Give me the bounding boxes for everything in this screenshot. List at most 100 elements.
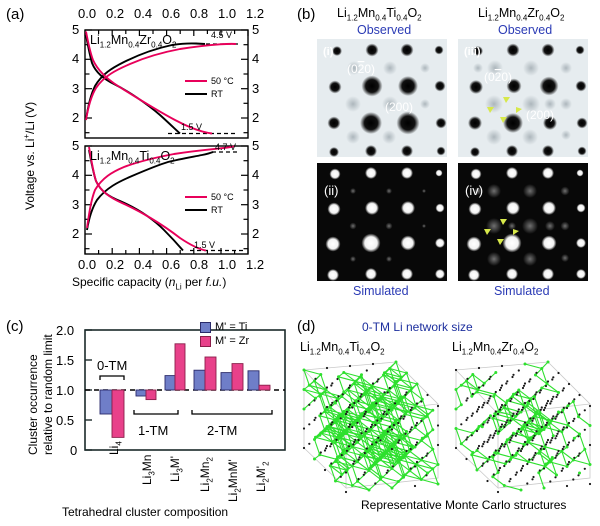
panel-b-spot-label-020: (020) <box>347 62 375 76</box>
panel-a-top-upper-cutoff: 4.5 V <box>211 30 233 40</box>
panel-b-col0-simulated-caption: Simulated <box>353 284 409 298</box>
panel-b-col1-title: Li1.2Mn0.4Zr0.4O2 <box>478 6 565 23</box>
panel-a-ytick-right: 5 <box>252 138 260 153</box>
panel-a-top-lower-cutoff: 1.5 V <box>181 122 203 132</box>
panel-a-xtick: 0.2 <box>106 6 125 21</box>
panel-c-legend: M' = Ti M' = Zr <box>200 321 249 347</box>
panel-a-xlabel-sub: Li <box>175 282 182 292</box>
panel-d-letter: (d) <box>297 318 316 335</box>
panel-c-cat-li3mp: Li3M' <box>168 455 185 482</box>
panel-d-structure-zr <box>454 360 592 494</box>
panel-a-xlabel-n: n <box>168 275 176 289</box>
panel-a-xtick: 1.0 <box>218 6 237 21</box>
legend-label-zr: M' = Zr <box>215 335 250 347</box>
panel-a-ytick-right: 4 <box>252 167 260 182</box>
panel-a-xtick: 0.4 <box>134 257 153 272</box>
bar-ti-li3mn <box>135 389 147 397</box>
panel-a-letter: (a) <box>6 6 25 23</box>
panel-a-ytick: 3 <box>72 197 80 212</box>
bar-ti-li2mnmp <box>220 372 233 391</box>
panel-a-ytick-right: 2 <box>252 110 260 125</box>
panel-d-structure-ti <box>302 360 440 494</box>
panel-b-spot-label-200: (200) <box>526 108 554 122</box>
panel-a-ytick: 4 <box>72 167 80 182</box>
panel-b-letter: (b) <box>297 6 316 23</box>
panel-d-struct1-title: Li1.2Mn0.4Zr0.4O2 <box>452 340 539 357</box>
panel-c-xlabel: Tetrahedral cluster composition <box>62 505 229 519</box>
panel-a-ytick: 4 <box>72 51 80 66</box>
legend-swatch-rt <box>185 208 207 212</box>
bar-zr-li2mn2 <box>204 356 217 391</box>
panel-a-ytick: 2 <box>72 110 80 125</box>
bar-zr-li4 <box>111 389 125 438</box>
panel-a-xtick: 0.0 <box>78 257 97 272</box>
panel-b-observed-i: (i) (020) (200) <box>317 39 447 157</box>
panel-c-ytick: 0 <box>70 443 78 458</box>
bracket-1tm <box>133 410 179 415</box>
panel-b-arrow-markers <box>487 97 522 123</box>
panel-c-ytick: 2.0 <box>56 323 75 338</box>
bar-zr-li3mn <box>145 389 157 401</box>
panel-a-xtick: 1.2 <box>246 257 265 272</box>
panel-b-tag-i: (i) <box>323 46 334 58</box>
panel-a-bottom-upper-cutoff: 4.7 V <box>215 142 237 152</box>
panel-c-cat-li3mn: Li3Mn <box>140 454 157 485</box>
legend-swatch-50c <box>185 195 207 199</box>
panel-a-bottom-lower-cutoff: 1.5 V <box>194 240 216 250</box>
panel-c-cat-li2mnmp: Li2MnM' <box>226 459 243 502</box>
panel-a-ytick: 3 <box>72 81 80 96</box>
panel-a-xtick: 0.6 <box>162 257 181 272</box>
legend-swatch-zr <box>200 335 211 347</box>
panel-a-ytick-right: 4 <box>252 51 260 66</box>
panel-c-group-label-2tm: 2-TM <box>207 423 238 438</box>
panel-b-observed-iii: (iii) (020) (200) <box>458 39 588 157</box>
panel-a-bottom-legend: 50 °C RT <box>185 192 234 215</box>
panel-c-ytick: 1.5 <box>56 353 75 368</box>
bar-ti-li2mn2 <box>193 369 206 391</box>
panel-d-struct0-title: Li1.2Mn0.4Ti0.4O2 <box>300 340 385 357</box>
panel-a-xlabel-mid: per <box>181 275 206 289</box>
panel-b-tag-iv: (iv) <box>465 183 483 198</box>
panel-b-spot-label-200: (200) <box>385 100 413 114</box>
panel-a-xtick: 0.0 <box>78 6 97 21</box>
panel-a-ytick: 5 <box>72 138 80 153</box>
bar-ti-li4 <box>99 389 113 415</box>
legend-label-50c: 50 °C <box>211 192 234 202</box>
panel-a-xticks-top: 0.0 0.2 0.4 0.6 0.8 1.0 1.2 <box>78 6 268 24</box>
panel-a-ytick: 5 <box>72 22 80 37</box>
legend-label-rt: RT <box>211 89 223 99</box>
legend-label-50c: 50 °C <box>211 76 234 86</box>
panel-a-xtick: 0.8 <box>190 257 209 272</box>
legend-swatch-ti <box>200 321 211 333</box>
panel-b-col0-observed-caption: Observed <box>357 23 412 37</box>
panel-c-plot <box>84 329 286 451</box>
panel-a-ytick-right: 3 <box>252 81 260 96</box>
bar-zr-li2mnmp <box>231 363 244 391</box>
panel-c-group-label-0tm: 0-TM <box>97 358 128 373</box>
panel-a-xtick: 0.2 <box>106 257 125 272</box>
panel-a-top-title: Li1.2Mn0.4Zr0.4O2 <box>90 33 177 50</box>
panel-a-xtick: 0.6 <box>162 6 181 21</box>
panel-a-xticks-bottom: 0.0 0.2 0.4 0.6 0.8 1.0 1.2 <box>78 257 268 275</box>
bracket-2tm <box>191 410 273 415</box>
panel-c-letter: (c) <box>6 318 24 335</box>
panel-c-cat-li2mn2: Li2Mn2 <box>198 457 215 492</box>
panel-b-simulated-ii: (ii) <box>317 163 447 281</box>
bar-zr-li2mp2 <box>258 384 271 391</box>
panel-a-xtick: 0.8 <box>190 6 209 21</box>
panel-a-xlabel: Specific capacity (nLi per f.u.) <box>72 275 226 291</box>
panel-c-cat-li4: Li4 <box>107 441 124 455</box>
panel-b-col1-simulated-caption: Simulated <box>494 284 550 298</box>
panel-a-xlabel-post: ) <box>222 275 227 289</box>
panel-a-ytick-right: 5 <box>252 22 260 37</box>
panel-b-tag-ii: (ii) <box>324 183 338 198</box>
panel-c-ytick: 1.0 <box>56 383 75 398</box>
panel-a-xtick: 0.4 <box>134 6 153 21</box>
panel-c-cat-li2mp2: Li2M'2 <box>254 461 271 492</box>
panel-b-spot-label-020: (020) <box>484 70 512 84</box>
panel-a-plot <box>84 29 249 255</box>
panel-c-ytick: 0.5 <box>56 413 75 428</box>
panel-b-arrow-markers <box>484 219 519 245</box>
panel-b-col1-observed-caption: Observed <box>498 23 553 37</box>
panel-a-xlabel-pre: Specific capacity ( <box>72 275 169 289</box>
